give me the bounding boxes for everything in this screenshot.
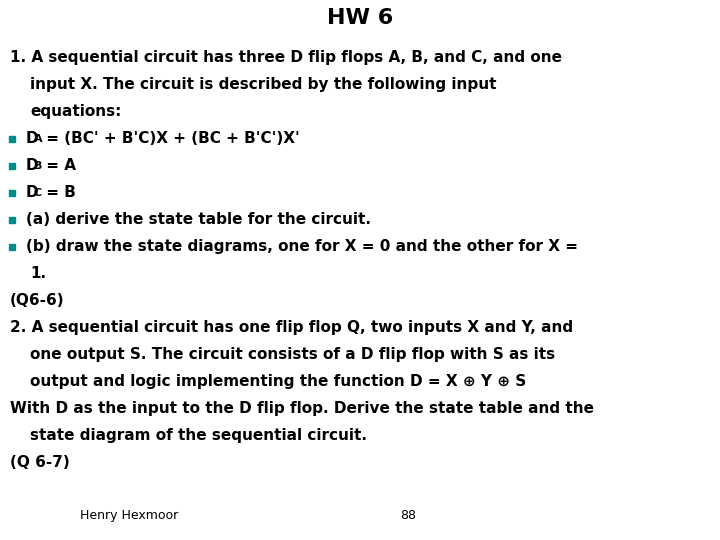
Text: B: B [34, 161, 42, 171]
Text: D: D [26, 131, 39, 146]
Text: state diagram of the sequential circuit.: state diagram of the sequential circuit. [30, 428, 367, 443]
Text: (Q6-6): (Q6-6) [10, 293, 65, 308]
Text: 88: 88 [400, 509, 416, 522]
Text: (a) derive the state table for the circuit.: (a) derive the state table for the circu… [26, 212, 371, 227]
Text: D: D [26, 158, 39, 173]
Text: equations:: equations: [30, 104, 122, 119]
Text: D: D [26, 185, 39, 200]
Text: = B: = B [41, 185, 76, 200]
Text: (Q 6-7): (Q 6-7) [10, 455, 70, 470]
Text: 1.: 1. [30, 266, 46, 281]
Text: C: C [34, 188, 42, 198]
Text: A: A [34, 134, 42, 144]
Text: Henry Hexmoor: Henry Hexmoor [80, 509, 179, 522]
Text: = A: = A [41, 158, 76, 173]
Text: 2. A sequential circuit has one flip flop Q, two inputs X and Y, and: 2. A sequential circuit has one flip flo… [10, 320, 573, 335]
Text: one output S. The circuit consists of a D flip flop with S as its: one output S. The circuit consists of a … [30, 347, 555, 362]
Text: With D as the input to the D flip flop. Derive the state table and the: With D as the input to the D flip flop. … [10, 401, 594, 416]
Text: 1. A sequential circuit has three D flip flops A, B, and C, and one: 1. A sequential circuit has three D flip… [10, 50, 562, 65]
Text: = (BC' + B'C)X + (BC + B'C')X': = (BC' + B'C)X + (BC + B'C')X' [41, 131, 300, 146]
Text: input X. The circuit is described by the following input: input X. The circuit is described by the… [30, 77, 497, 92]
Text: HW 6: HW 6 [327, 8, 393, 28]
Text: (b) draw the state diagrams, one for X = 0 and the other for X =: (b) draw the state diagrams, one for X =… [26, 239, 578, 254]
Text: output and logic implementing the function D = X ⊕ Y ⊕ S: output and logic implementing the functi… [30, 374, 526, 389]
